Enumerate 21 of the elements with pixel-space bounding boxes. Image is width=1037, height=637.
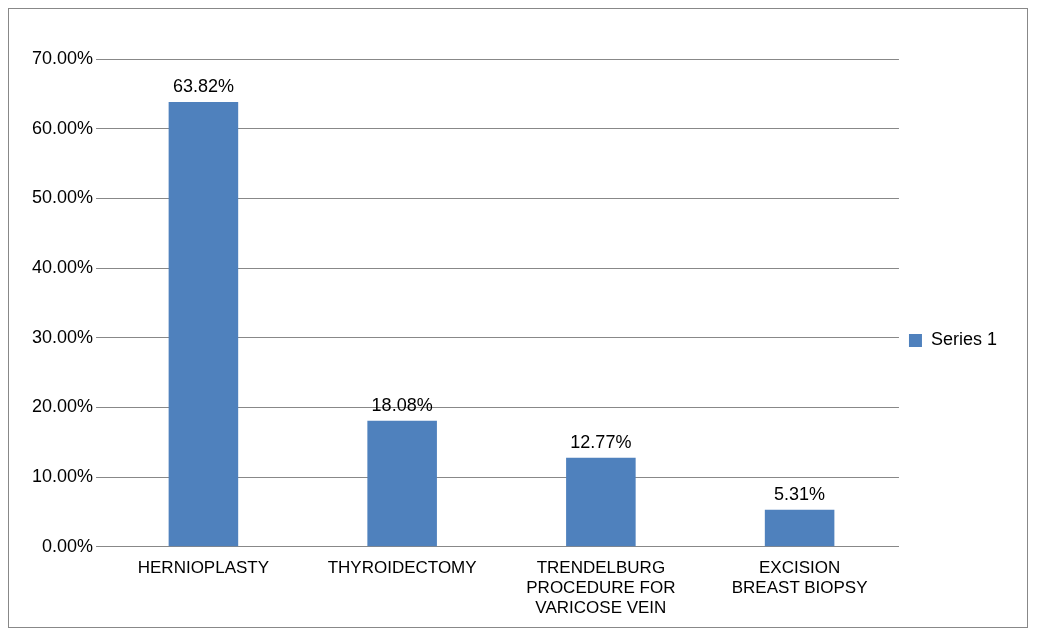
y-tick-label: 20.00% (31, 396, 94, 417)
bar (566, 457, 636, 547)
legend-label: Series 1 (930, 329, 998, 350)
data-label: 12.77% (570, 431, 632, 452)
x-tick-label: TRENDELBURG PROCEDURE FOR VARICOSE VEIN (526, 557, 676, 618)
bar (168, 102, 239, 547)
bar (367, 420, 437, 547)
data-label: 18.08% (371, 394, 433, 415)
y-tick-label: 0.00% (42, 535, 94, 556)
y-tick-label: 60.00% (31, 117, 94, 138)
x-tick-label: EXCISION BREAST BIOPSY (731, 557, 868, 598)
y-tick-label: 70.00% (31, 47, 94, 68)
y-tick-label: 40.00% (31, 257, 94, 278)
data-label: 63.82% (172, 76, 234, 97)
bar (764, 509, 835, 547)
x-tick-label: HERNIOPLASTY (137, 557, 270, 577)
x-tick-label: THYROIDECTOMY (327, 557, 477, 577)
y-tick-label: 30.00% (31, 326, 94, 347)
y-tick-label: 50.00% (31, 187, 94, 208)
data-label: 5.31% (774, 483, 826, 504)
y-tick-label: 10.00% (31, 466, 94, 487)
